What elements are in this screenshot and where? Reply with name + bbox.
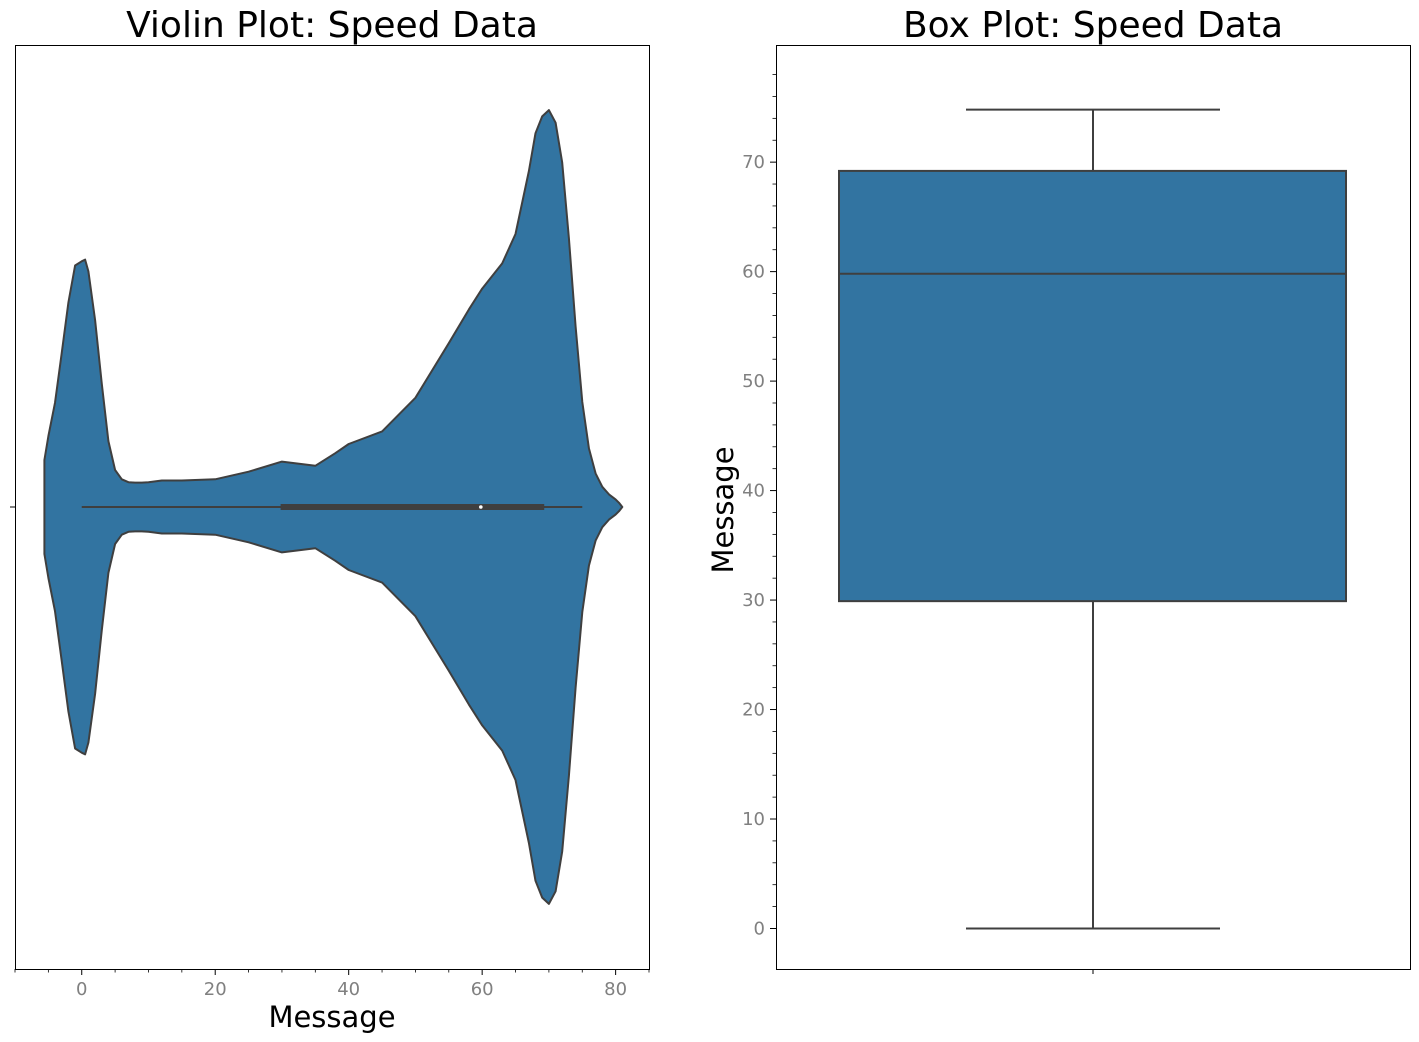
box-iqr-rect — [838, 169, 1347, 603]
box-y-tick-label: 20 — [742, 700, 765, 721]
box-y-tick-label: 60 — [742, 262, 765, 283]
box-y-tick-label: 0 — [754, 918, 765, 939]
box-y-axis-label: Message — [706, 446, 740, 573]
box-y-tick-label: 50 — [742, 371, 765, 392]
violin-median-marker — [479, 505, 483, 509]
box-body-group — [838, 108, 1347, 930]
violin-x-tick-label: 0 — [76, 979, 87, 1000]
box-y-tick-label: 10 — [742, 809, 765, 830]
violin-x-tick-label: 60 — [471, 979, 494, 1000]
violin-x-tick-label: 80 — [604, 979, 627, 1000]
violin-plot-title: Violin Plot: Speed Data — [126, 5, 538, 46]
violin-summary-group — [81, 504, 583, 510]
violin-plot: Violin Plot: Speed Data 0 20 40 60 80 Messag… — [10, 5, 650, 1034]
box-y-tick-label: 40 — [742, 481, 765, 502]
box-y-tick-label: 30 — [742, 590, 765, 611]
box-y-axis-ticks: 0 10 20 30 40 50 60 70 — [742, 74, 776, 939]
violin-x-axis-label: Message — [268, 1000, 395, 1034]
violin-x-axis-ticks: 0 20 40 60 80 — [14, 969, 650, 1000]
box-y-tick-label: 70 — [742, 152, 765, 173]
box-plot: Box Plot: Speed Data 0 10 20 30 40 50 60 70 Mes… — [706, 5, 1411, 974]
box-plot-title: Box Plot: Speed Data — [903, 5, 1283, 46]
violin-x-tick-label: 40 — [337, 979, 360, 1000]
violin-plot-frame — [15, 45, 650, 970]
violin-x-tick-label: 20 — [204, 979, 227, 1000]
